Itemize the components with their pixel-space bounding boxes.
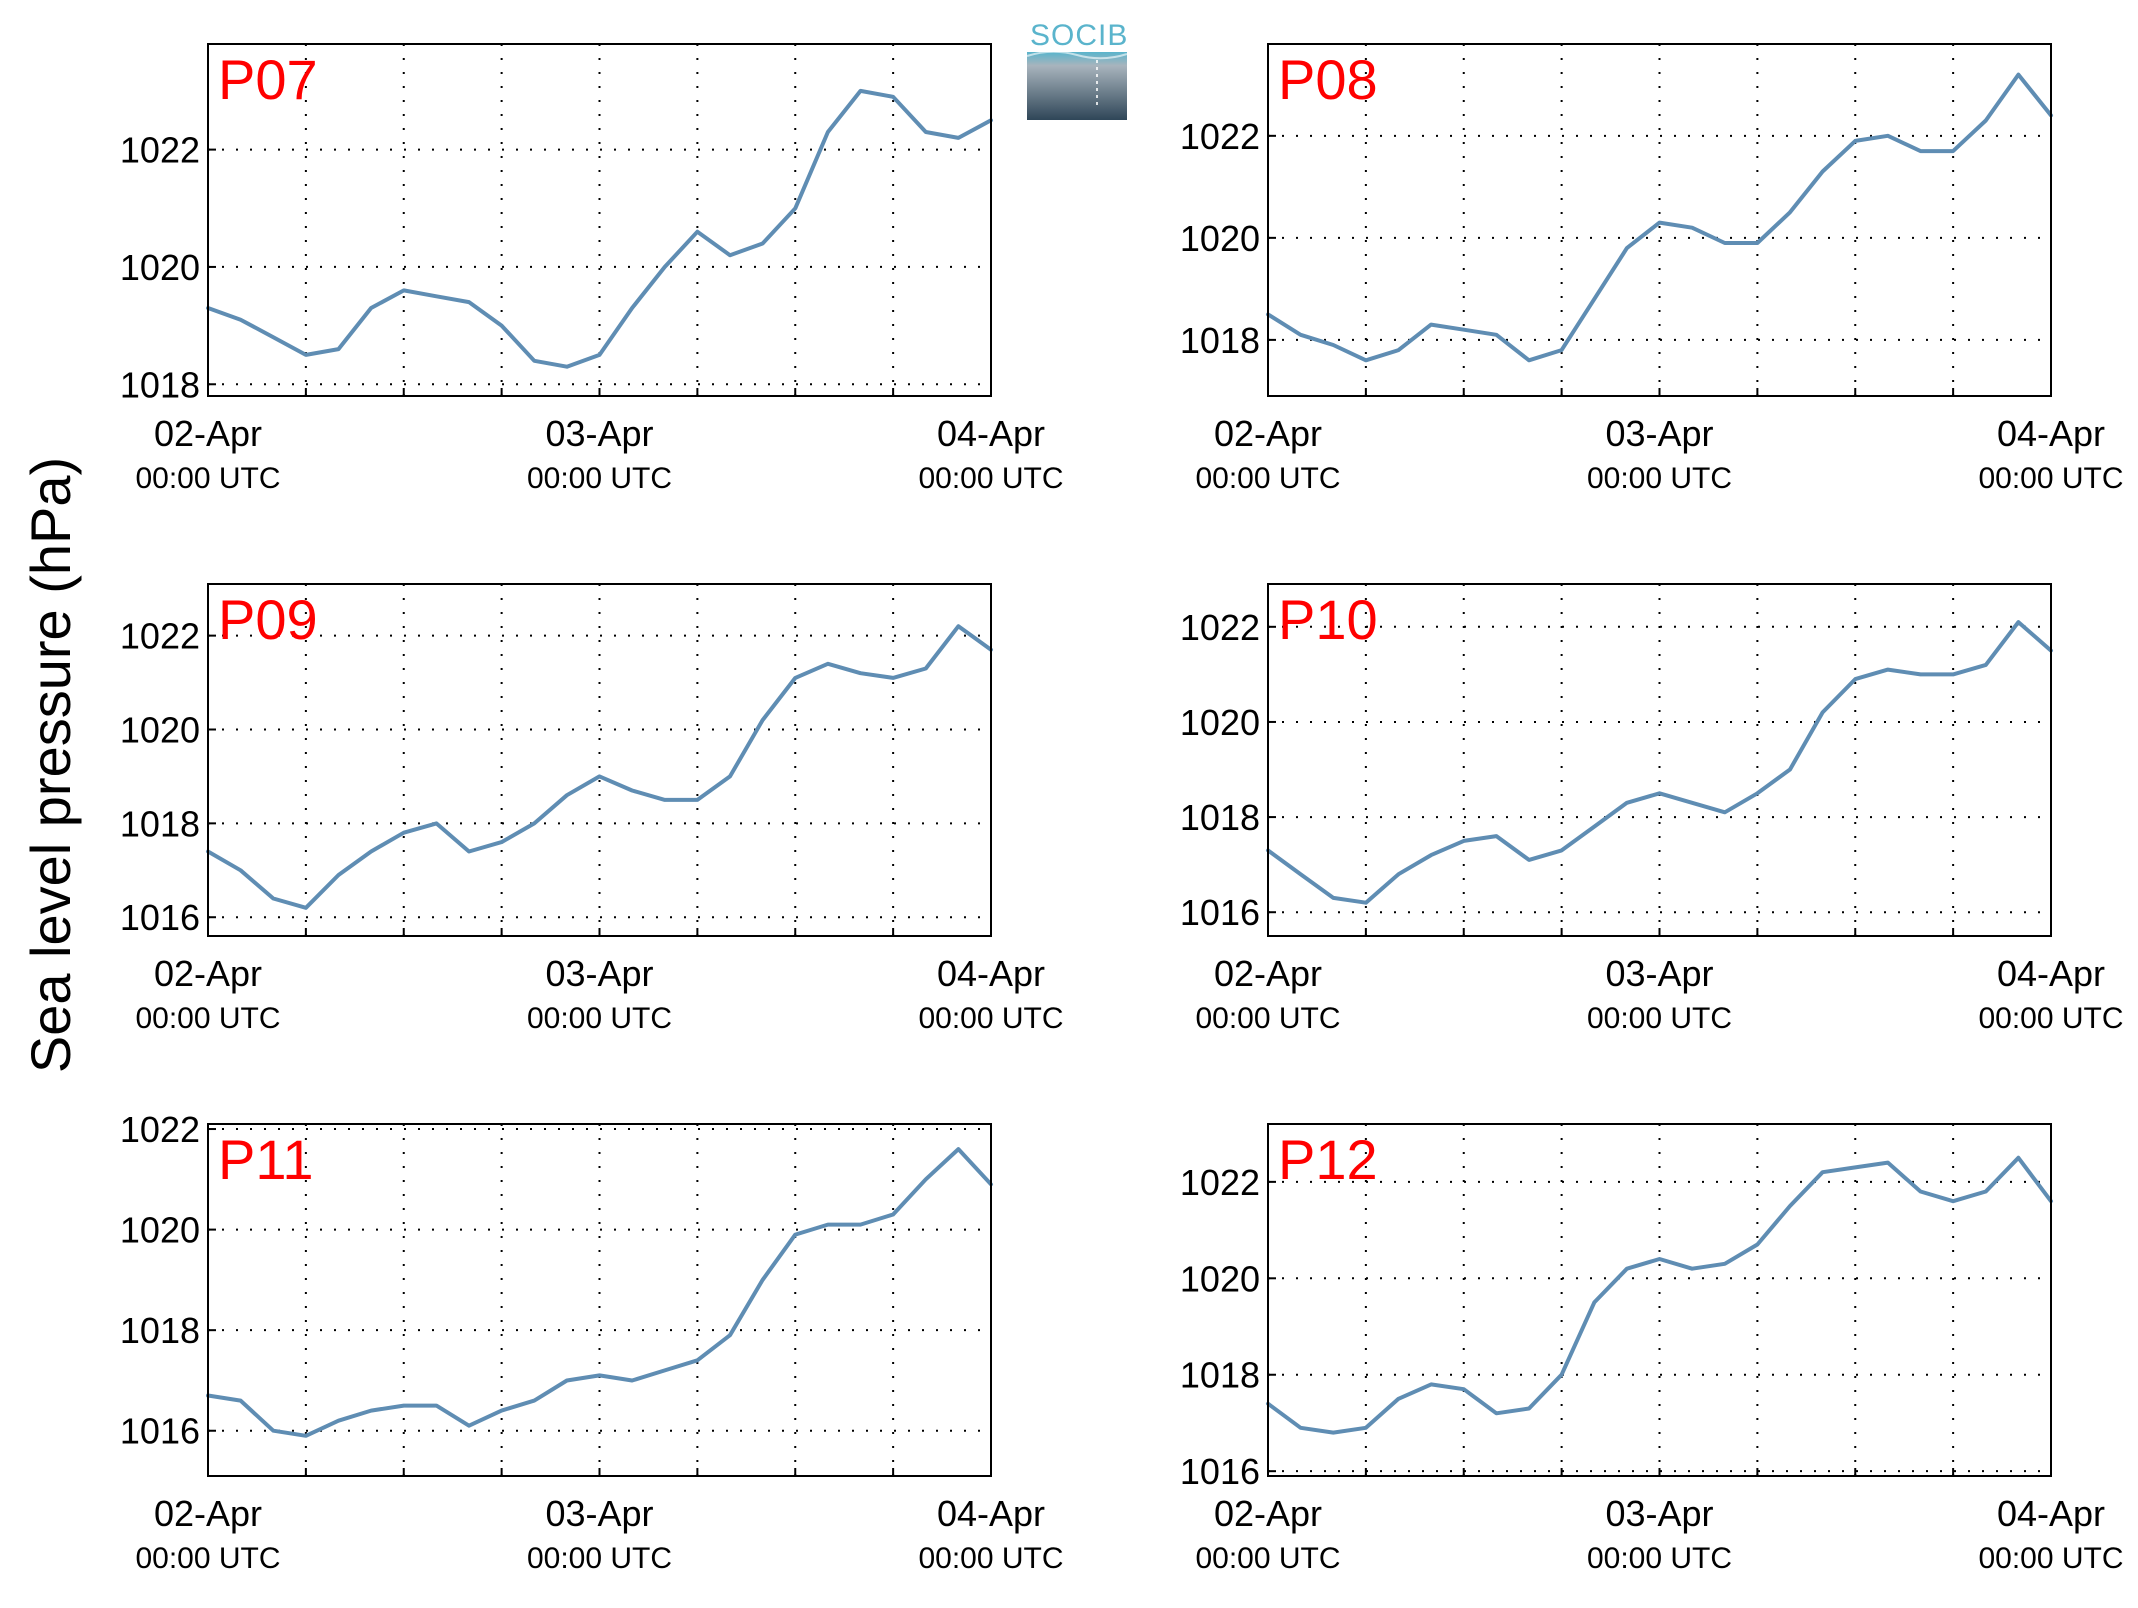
panel-title: P10 xyxy=(1278,588,1378,651)
x-tick-label-day: 04-Apr xyxy=(937,953,1045,994)
series-line xyxy=(206,624,993,910)
y-tick-label: 1020 xyxy=(1180,1258,1260,1299)
series-line xyxy=(206,88,993,369)
x-tick-label-day: 03-Apr xyxy=(545,413,653,454)
x-tick-label-day: 02-Apr xyxy=(154,953,262,994)
socib-logo: SOCIB xyxy=(1026,19,1128,120)
x-tick-label-day: 03-Apr xyxy=(1605,413,1713,454)
x-tick-label-time: 00:00 UTC xyxy=(527,1002,672,1035)
x-tick-label-day: 02-Apr xyxy=(154,1493,262,1534)
y-tick-label: 1020 xyxy=(120,709,200,750)
x-tick-label-day: 04-Apr xyxy=(937,1493,1045,1534)
panel-title: P08 xyxy=(1278,48,1378,111)
y-tick-label: 1022 xyxy=(120,1109,200,1150)
x-tick-label-time: 00:00 UTC xyxy=(1978,1002,2123,1035)
x-tick-label-time: 00:00 UTC xyxy=(135,1542,280,1575)
x-tick-label-day: 02-Apr xyxy=(1214,953,1322,994)
y-tick-label: 1018 xyxy=(1180,797,1260,838)
y-tick-label: 1022 xyxy=(1180,1162,1260,1203)
x-tick-label-time: 00:00 UTC xyxy=(1978,1542,2123,1575)
x-tick-label-day: 03-Apr xyxy=(545,1493,653,1534)
x-tick-label-day: 02-Apr xyxy=(1214,413,1322,454)
x-tick-label-day: 02-Apr xyxy=(1214,1493,1322,1534)
y-tick-label: 1016 xyxy=(120,1411,200,1452)
x-tick-label-time: 00:00 UTC xyxy=(1587,1542,1732,1575)
y-tick-label: 1016 xyxy=(1180,1451,1260,1492)
series-line xyxy=(1266,1155,2053,1435)
x-tick-label-day: 03-Apr xyxy=(1605,1493,1713,1534)
x-tick-label-time: 00:00 UTC xyxy=(918,1542,1063,1575)
panel-p08: 1018 1020 1022 P08 02-Apr 00:00 UTC 03-Apr 00:0… xyxy=(1180,43,2124,495)
y-tick-label: 1022 xyxy=(1180,607,1260,648)
y-tick-label: 1020 xyxy=(120,1210,200,1251)
panel-title: P12 xyxy=(1278,1128,1378,1191)
panel-p09: 1016 1018 1020 1022 P09 02-Apr 00:00 UTC 03-Apr… xyxy=(120,583,1064,1035)
x-tick-label-day: 04-Apr xyxy=(1997,953,2105,994)
x-tick-label-day: 04-Apr xyxy=(1997,413,2105,454)
panel-p07: 1018 1020 1022 P07 02-Apr 00:00 UTC 03-Apr 00:0… xyxy=(120,43,1064,495)
x-tick-label-time: 00:00 UTC xyxy=(527,1542,672,1575)
x-tick-label-day: 04-Apr xyxy=(1997,1493,2105,1534)
y-tick-label: 1018 xyxy=(1180,320,1260,361)
x-tick-label-time: 00:00 UTC xyxy=(135,462,280,495)
y-tick-label: 1018 xyxy=(120,364,200,405)
y-tick-label: 1018 xyxy=(120,803,200,844)
series-line xyxy=(1266,72,2053,363)
socib-logo-mark xyxy=(1027,52,1127,120)
x-tick-label-day: 02-Apr xyxy=(154,413,262,454)
x-tick-label-time: 00:00 UTC xyxy=(1195,1542,1340,1575)
x-tick-label-time: 00:00 UTC xyxy=(1195,1002,1340,1035)
x-tick-label-day: 03-Apr xyxy=(1605,953,1713,994)
panel-title: P07 xyxy=(218,48,318,111)
y-tick-label: 1018 xyxy=(120,1310,200,1351)
x-tick-label-time: 00:00 UTC xyxy=(1195,462,1340,495)
y-tick-label: 1020 xyxy=(1180,218,1260,259)
x-tick-label-time: 00:00 UTC xyxy=(1587,1002,1732,1035)
y-tick-label: 1022 xyxy=(120,616,200,657)
socib-logo-text: SOCIB xyxy=(1030,19,1128,52)
y-tick-label: 1022 xyxy=(1180,116,1260,157)
x-tick-label-day: 04-Apr xyxy=(937,413,1045,454)
series-line xyxy=(206,1147,993,1438)
x-tick-label-time: 00:00 UTC xyxy=(1587,462,1732,495)
plot-frame xyxy=(207,43,992,397)
plot-frame xyxy=(1267,1123,2052,1477)
plot-frame xyxy=(207,1123,992,1477)
y-tick-label: 1020 xyxy=(120,247,200,288)
panel-p11: 1016 1018 1020 1022 P11 02-Apr 00:00 UTC 03-Apr… xyxy=(120,1109,1064,1575)
x-tick-label-time: 00:00 UTC xyxy=(918,462,1063,495)
y-tick-label: 1020 xyxy=(1180,702,1260,743)
panel-p12: 1016 1018 1020 1022 P12 02-Apr 00:00 UTC 03-Apr… xyxy=(1180,1123,2124,1575)
x-tick-label-time: 00:00 UTC xyxy=(1978,462,2123,495)
y-axis-label: Sea level pressure (hPa) xyxy=(19,457,82,1073)
y-tick-label: 1016 xyxy=(120,897,200,938)
panel-title: P09 xyxy=(218,588,318,651)
plot-frame xyxy=(207,583,992,937)
y-tick-label: 1018 xyxy=(1180,1355,1260,1396)
x-tick-label-day: 03-Apr xyxy=(545,953,653,994)
y-tick-label: 1016 xyxy=(1180,892,1260,933)
series-line xyxy=(1266,620,2053,905)
y-tick-label: 1022 xyxy=(120,130,200,171)
x-tick-label-time: 00:00 UTC xyxy=(527,462,672,495)
panel-title: P11 xyxy=(218,1128,313,1191)
plot-frame xyxy=(1267,583,2052,937)
panel-p10: 1016 1018 1020 1022 P10 02-Apr 00:00 UTC 03-Apr… xyxy=(1180,583,2124,1035)
plot-frame xyxy=(1267,43,2052,397)
x-tick-label-time: 00:00 UTC xyxy=(918,1002,1063,1035)
x-tick-label-time: 00:00 UTC xyxy=(135,1002,280,1035)
